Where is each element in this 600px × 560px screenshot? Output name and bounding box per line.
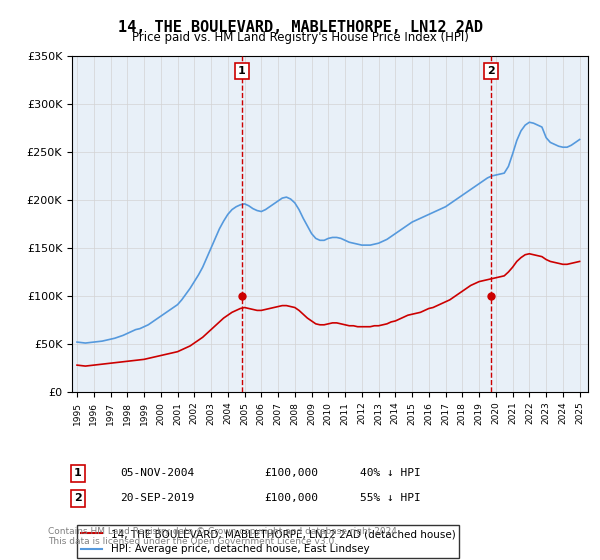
Text: 14, THE BOULEVARD, MABLETHORPE, LN12 2AD: 14, THE BOULEVARD, MABLETHORPE, LN12 2AD [118, 20, 482, 35]
Text: 2: 2 [487, 66, 495, 76]
Text: 1: 1 [74, 468, 82, 478]
Text: Price paid vs. HM Land Registry's House Price Index (HPI): Price paid vs. HM Land Registry's House … [131, 31, 469, 44]
Text: 05-NOV-2004: 05-NOV-2004 [120, 468, 194, 478]
Text: 20-SEP-2019: 20-SEP-2019 [120, 493, 194, 503]
Legend: 14, THE BOULEVARD, MABLETHORPE, LN12 2AD (detached house), HPI: Average price, d: 14, THE BOULEVARD, MABLETHORPE, LN12 2AD… [77, 525, 460, 558]
Text: 55% ↓ HPI: 55% ↓ HPI [360, 493, 421, 503]
Text: 40% ↓ HPI: 40% ↓ HPI [360, 468, 421, 478]
Text: £100,000: £100,000 [264, 468, 318, 478]
Text: £100,000: £100,000 [264, 493, 318, 503]
Text: 1: 1 [238, 66, 246, 76]
Text: Contains HM Land Registry data © Crown copyright and database right 2024.
This d: Contains HM Land Registry data © Crown c… [48, 526, 400, 546]
Text: 2: 2 [74, 493, 82, 503]
